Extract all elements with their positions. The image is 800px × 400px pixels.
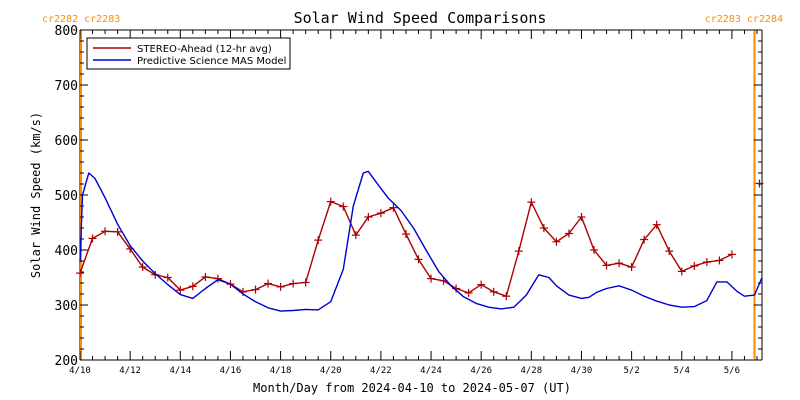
y-axis: 200 300 400 500 600 700 800 bbox=[55, 24, 762, 369]
x-tick-label: 4/10 bbox=[69, 366, 91, 376]
x-tick-label: 5/2 bbox=[623, 366, 639, 376]
x-tick-label: 4/26 bbox=[470, 366, 492, 376]
carrington-label-right: cr2283 cr2284 bbox=[705, 14, 783, 25]
y-tick-label: 300 bbox=[55, 299, 78, 314]
stereo-data-point bbox=[514, 247, 523, 256]
y-tick-label: 500 bbox=[55, 189, 78, 204]
legend-label-mas: Predictive Science MAS Model bbox=[137, 56, 286, 67]
stereo-data-point bbox=[101, 227, 110, 236]
mas-model-line bbox=[79, 170, 763, 312]
stereo-data-point bbox=[715, 256, 724, 265]
stereo-data-point bbox=[113, 227, 122, 236]
x-tick-label: 5/6 bbox=[724, 366, 740, 376]
x-axis-label: Month/Day from 2024-04-10 to 2024-05-07 … bbox=[253, 381, 571, 395]
stereo-data-point bbox=[201, 272, 210, 281]
stereo-data-point bbox=[289, 279, 298, 288]
stereo-data-point bbox=[527, 198, 536, 207]
stereo-data-point bbox=[755, 179, 764, 188]
stereo-data-point bbox=[376, 209, 385, 218]
x-tick-label: 4/18 bbox=[270, 366, 292, 376]
stereo-data-point bbox=[577, 213, 586, 221]
x-tick-label: 4/14 bbox=[169, 366, 191, 376]
stereo-data-point bbox=[138, 263, 147, 272]
x-tick-label: 4/28 bbox=[520, 366, 542, 376]
stereo-data-point bbox=[326, 197, 335, 206]
stereo-data-point bbox=[564, 229, 573, 238]
stereo-data-point bbox=[276, 282, 285, 291]
stereo-data-point bbox=[477, 280, 486, 289]
chart-title: Solar Wind Speed Comparisons bbox=[294, 9, 547, 27]
legend-box bbox=[86, 37, 291, 70]
carrington-label-left: cr2282 cr2283 bbox=[42, 14, 120, 25]
y-tick-label: 400 bbox=[55, 244, 78, 259]
stereo-data-point bbox=[176, 286, 185, 295]
x-tick-label: 4/22 bbox=[370, 366, 392, 376]
stereo-data-point bbox=[702, 258, 711, 267]
stereo-data-point bbox=[301, 278, 310, 287]
stereo-data-point bbox=[151, 270, 160, 279]
stereo-data-point bbox=[76, 269, 84, 278]
stereo-data-point bbox=[213, 274, 222, 283]
stereo-data-point bbox=[640, 235, 649, 244]
stereo-data-point bbox=[251, 285, 260, 294]
stereo-data-point bbox=[652, 220, 661, 229]
stereo-data-point bbox=[727, 250, 736, 259]
legend: STEREO-Ahead (12-hr avg) Predictive Scie… bbox=[86, 37, 291, 70]
stereo-data-point bbox=[665, 247, 674, 256]
y-axis-label: Solar Wind Speed (km/s) bbox=[29, 112, 43, 278]
stereo-data-point bbox=[464, 288, 473, 297]
stereo-data-point bbox=[615, 259, 624, 268]
stereo-data-point bbox=[188, 282, 197, 291]
stereo-data-point bbox=[427, 274, 436, 283]
stereo-data-point bbox=[489, 287, 498, 296]
stereo-ahead-line bbox=[79, 200, 733, 297]
y-tick-label: 600 bbox=[55, 134, 78, 149]
stereo-data-point bbox=[264, 279, 273, 288]
x-tick-label: 5/4 bbox=[674, 366, 690, 376]
stereo-data-point bbox=[502, 292, 511, 301]
stereo-data-point bbox=[677, 267, 686, 276]
stereo-data-point bbox=[590, 246, 599, 254]
plot-frame bbox=[79, 29, 763, 361]
y-tick-label: 200 bbox=[55, 354, 78, 369]
stereo-data-point bbox=[364, 213, 373, 221]
stereo-data-point bbox=[351, 231, 360, 240]
stereo-data-point bbox=[690, 261, 699, 270]
series-layer bbox=[76, 170, 764, 312]
stereo-data-point bbox=[539, 224, 548, 232]
x-tick-label: 4/20 bbox=[320, 366, 342, 376]
stereo-data-point bbox=[389, 203, 398, 212]
stereo-data-point bbox=[401, 230, 410, 239]
stereo-data-point bbox=[339, 202, 348, 211]
x-tick-label: 4/30 bbox=[571, 366, 593, 376]
x-tick-label: 4/16 bbox=[220, 366, 242, 376]
stereo-data-point bbox=[163, 273, 172, 282]
x-tick-label: 4/12 bbox=[119, 366, 141, 376]
stereo-data-point bbox=[414, 255, 423, 264]
legend-label-stereo: STEREO-Ahead (12-hr avg) bbox=[137, 44, 272, 55]
stereo-data-point bbox=[88, 234, 97, 243]
stereo-data-point bbox=[552, 237, 561, 246]
stereo-data-point bbox=[314, 236, 323, 245]
y-tick-label: 800 bbox=[55, 24, 78, 39]
x-tick-label: 4/24 bbox=[420, 366, 442, 376]
stereo-data-point bbox=[627, 263, 636, 272]
x-axis: 4/10 4/12 4/14 4/16 4/18 4/20 4/22 4/24 4/26 4/28… bbox=[69, 30, 758, 376]
y-tick-label: 700 bbox=[55, 79, 78, 94]
stereo-data-point bbox=[602, 261, 611, 270]
